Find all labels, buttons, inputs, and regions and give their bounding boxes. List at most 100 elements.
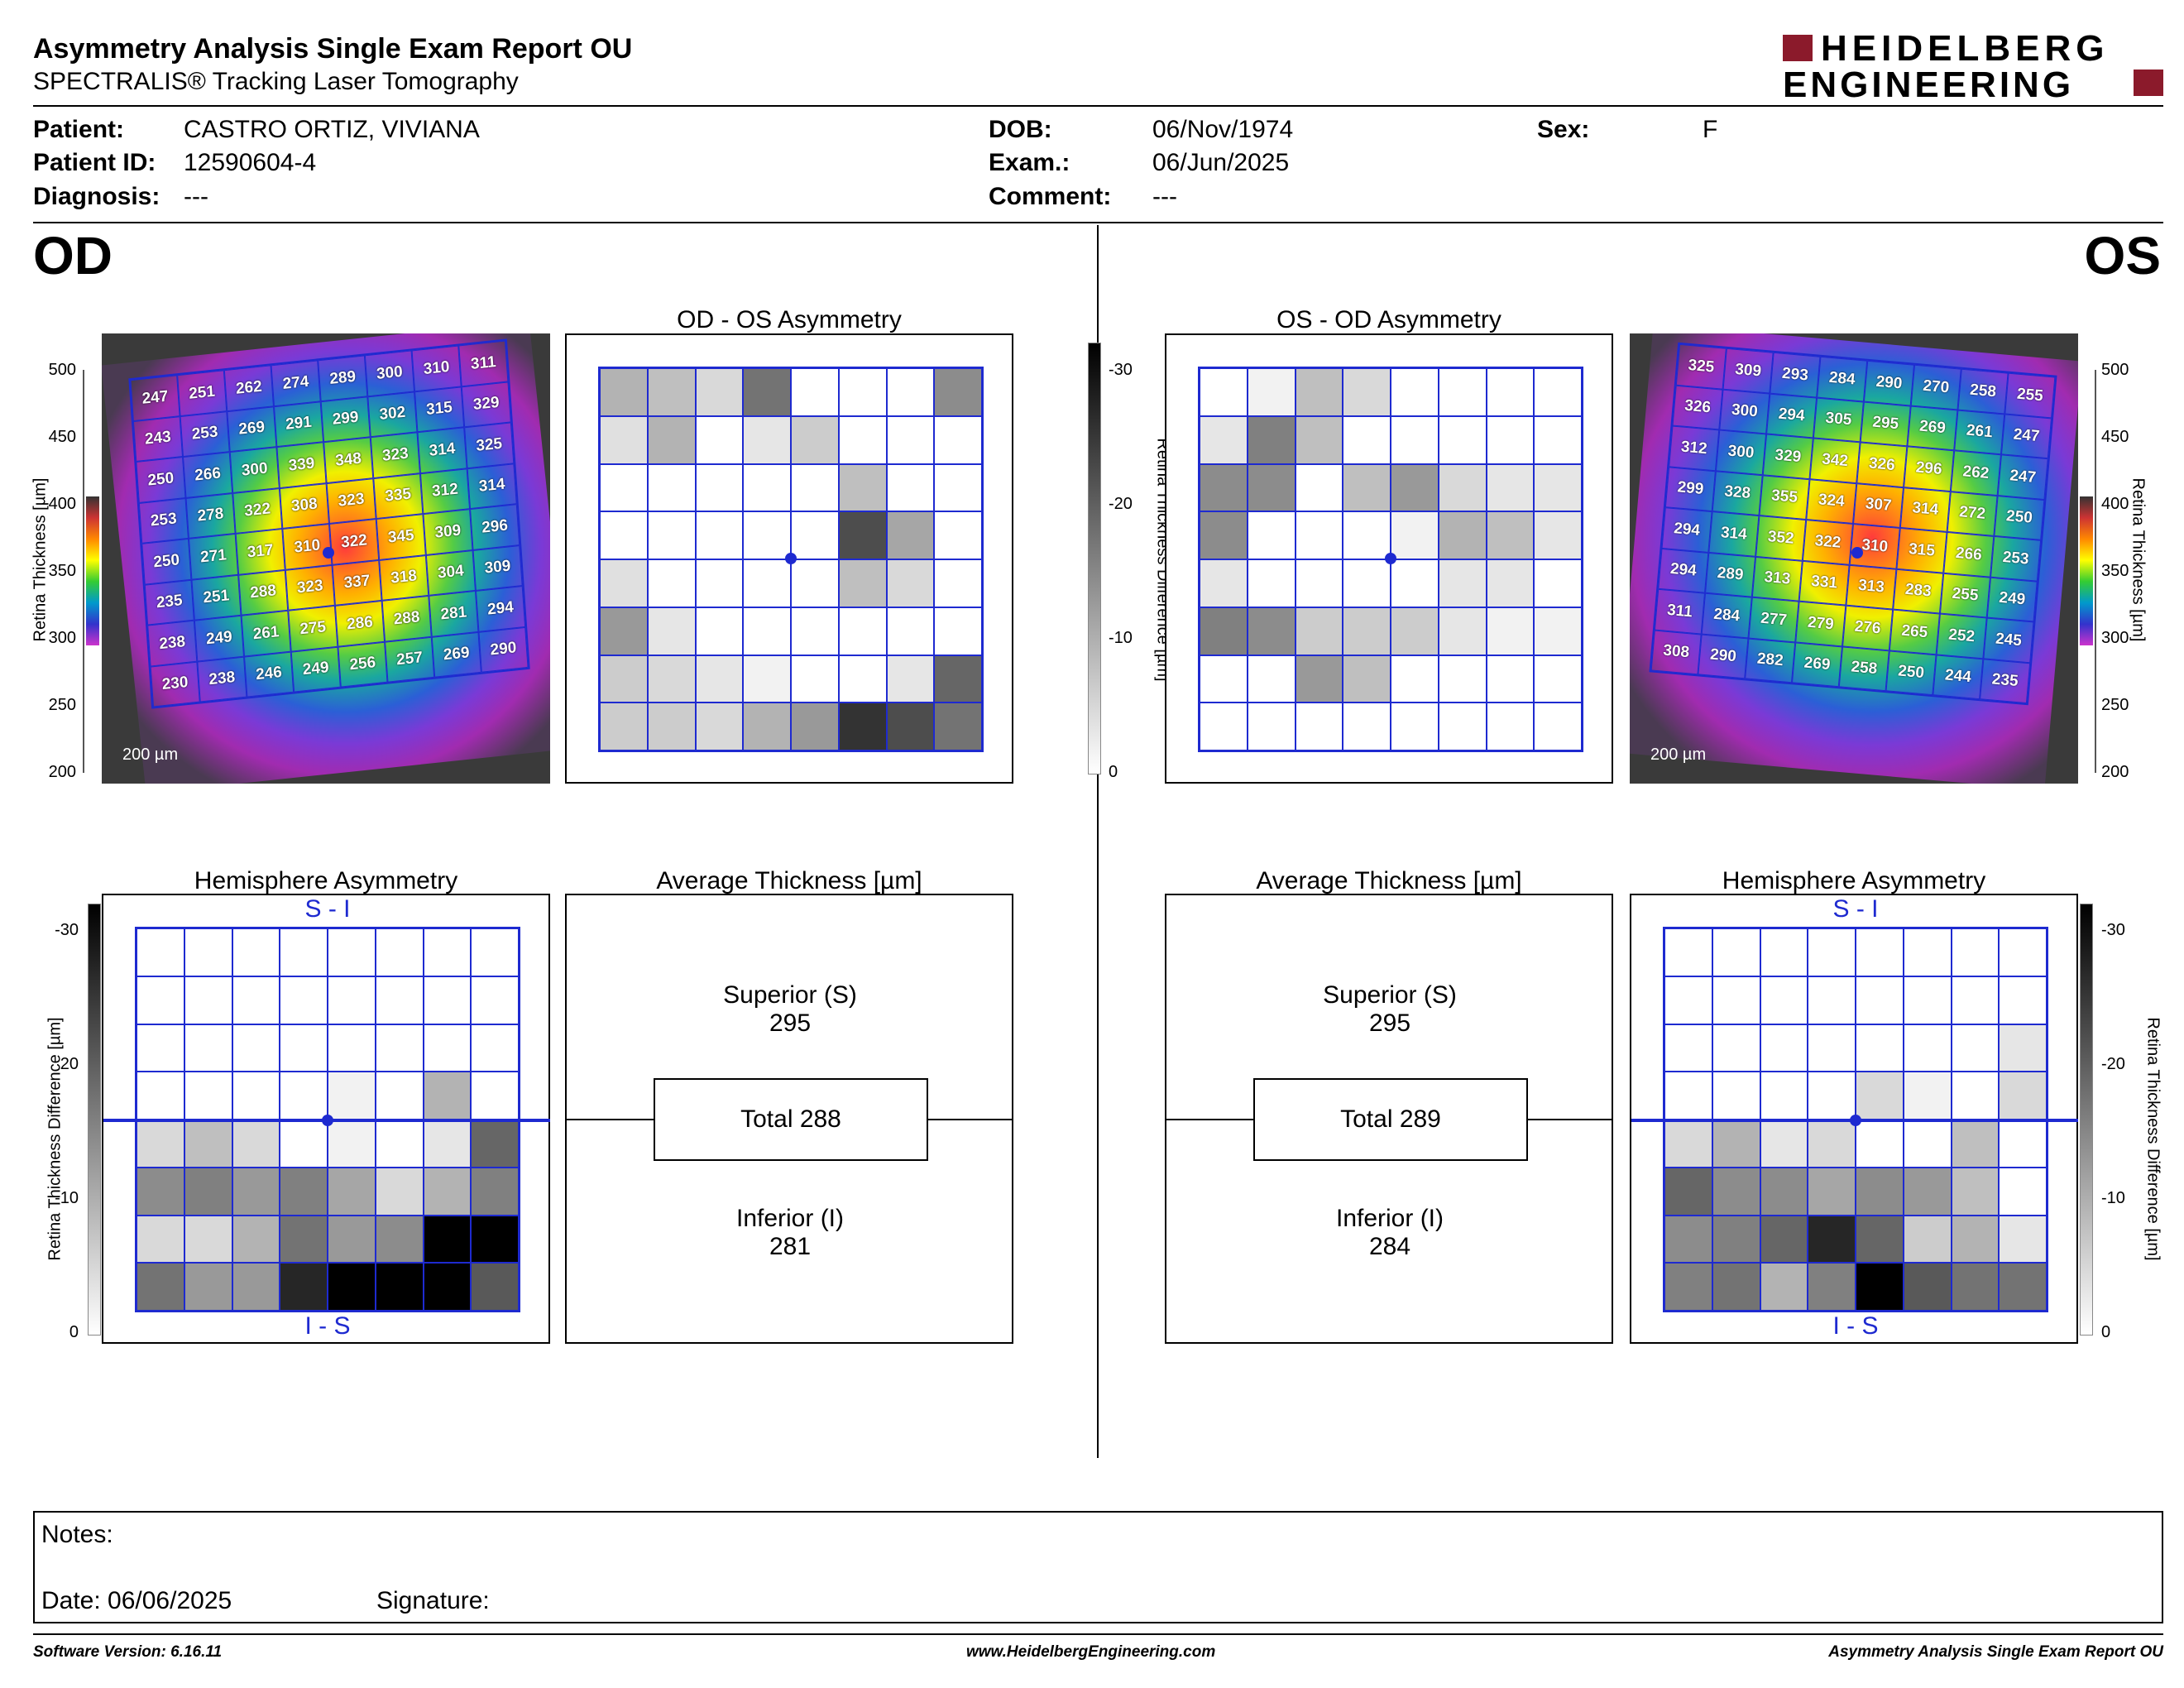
od-hemi-cell [232,928,280,976]
od-thickness-value: 314 [417,427,467,473]
od-thickness-value: 339 [276,442,327,488]
os-asym-cell [1247,368,1296,416]
od-average-panel: Superior (S) 295 Total 288 Inferior (I) … [565,894,1013,1344]
od-thickness-value: 269 [431,631,481,678]
diagnosis-value: --- [184,183,208,210]
sex-value: F [1703,116,1718,143]
od-asym-cell [647,368,696,416]
os-hemi-top-label: S - I [1832,895,1879,923]
od-asym-cell [838,368,887,416]
od-hemi-cell [328,1024,376,1072]
od-asym-cell [886,607,935,655]
os-thickness-value: 255 [1939,573,1991,618]
os-hemi-cell [1951,1215,2000,1264]
os-asym-cell [1486,703,1535,750]
os-hemi-colorbar [2080,904,2093,1336]
os-thickness-tick: 300 [2101,629,2129,647]
os-asym-cell [1438,655,1487,703]
os-hemi-cell [1999,976,2047,1024]
od-thickness-value: 250 [141,538,192,585]
od-thickness-value: 250 [136,457,186,503]
report-title: Asymmetry Analysis Single Exam Report OU [33,33,633,65]
od-hemi-cell [471,1167,519,1216]
od-asym-cell [934,607,982,655]
os-thickness-value: 261 [1954,410,2005,455]
os-thickness-value: 250 [1994,495,2045,540]
os-asym-cell [1438,511,1487,559]
notes-box: Notes: Date: 06/06/2025 Signature: [33,1511,2163,1623]
website-link[interactable]: www.HeidelbergEngineering.com [966,1643,1216,1661]
os-thickness-value: 352 [1755,516,1807,561]
os-thickness-value: 290 [1863,360,1915,406]
od-thickness-value: 261 [241,610,291,657]
od-hemi-colorbar [88,904,101,1336]
od-asym-cell [838,511,887,559]
os-thickness-value: 294 [1658,548,1709,593]
os-thickness-value: 276 [1842,605,1894,650]
os-hemi-cell [1951,1167,2000,1216]
os-hemi-cell [1999,1167,2047,1216]
os-hemi-cell [1712,1072,1760,1120]
od-thickness-value: 310 [282,524,333,570]
os-thickness-tick: 250 [2101,696,2129,714]
od-hemi-cell [471,1072,519,1120]
od-asym-cell [934,655,982,703]
od-thickness-value: 269 [227,405,277,453]
os-thickness-value: 325 [1675,343,1727,390]
comment-value: --- [1152,183,1177,210]
od-asym-cell [647,463,696,512]
os-thickness-value: 293 [1770,352,1821,398]
os-thickness-value: 300 [1715,429,1767,475]
od-asym-cell [743,415,791,464]
od-hemi-cell [232,1215,280,1264]
od-hemi-cell [471,928,519,976]
od-thickness-value: 335 [373,472,424,520]
exam-label: Exam.: [989,149,1070,176]
od-asym-cell [647,559,696,607]
od-asym-cell [695,559,744,607]
od-asym-cell [600,511,648,559]
os-asym-cell [1343,559,1391,607]
os-asym-cell [1343,463,1391,512]
od-asym-cell [791,463,839,512]
os-hemi-cell [1760,1024,1808,1072]
os-thickness-value: 258 [1957,368,2009,414]
od-asym-cell [647,655,696,703]
os-hemi-cell [1808,976,1856,1024]
od-thickness-value: 288 [381,595,432,642]
os-thickness-value: 294 [1661,507,1712,553]
od-hemi-cell [280,1167,328,1216]
os-inferior-value: 284 [1368,1233,1411,1260]
os-hemisphere-panel: S - I I - S [1630,894,2078,1344]
od-thickness-value: 253 [138,497,189,544]
od-thickness-value: 309 [423,509,473,555]
od-thickness-value: 299 [320,396,371,443]
od-hemi-bottom-label: I - S [304,1312,351,1340]
os-hemi-cell [1664,1120,1712,1168]
od-hemi-cell [280,1263,328,1311]
os-asym-cell [1534,607,1582,655]
os-asym-cell [1391,463,1439,512]
os-thickness-value: 326 [1856,442,1908,487]
od-asymmetry-panel [565,333,1013,784]
os-asym-cell [1295,511,1343,559]
od-thickness-value: 238 [147,620,198,667]
od-asym-cell [791,559,839,607]
os-thickness-value: 307 [1853,482,1904,528]
os-asym-cell [1534,559,1582,607]
os-thickness-value: 322 [1802,520,1853,565]
os-hemi-cell [1951,1263,2000,1311]
os-hemi-cell [1951,1120,2000,1168]
os-asym-cell [1247,607,1296,655]
od-thickness-value: 309 [472,544,523,591]
od-thickness-value: 266 [183,452,233,498]
os-asym-cell [1438,703,1487,750]
os-thickness-axis-label: Retina Thickness [µm] [2129,477,2148,642]
od-asym-cell [647,511,696,559]
os-thickness-value: 313 [1846,564,1897,610]
os-thickness-value: 314 [1899,487,1951,532]
od-hemi-cell [375,1024,424,1072]
od-thickness-value: 246 [243,651,295,698]
os-hemi-cell [1903,1120,1952,1168]
os-thickness-value: 277 [1748,597,1799,642]
